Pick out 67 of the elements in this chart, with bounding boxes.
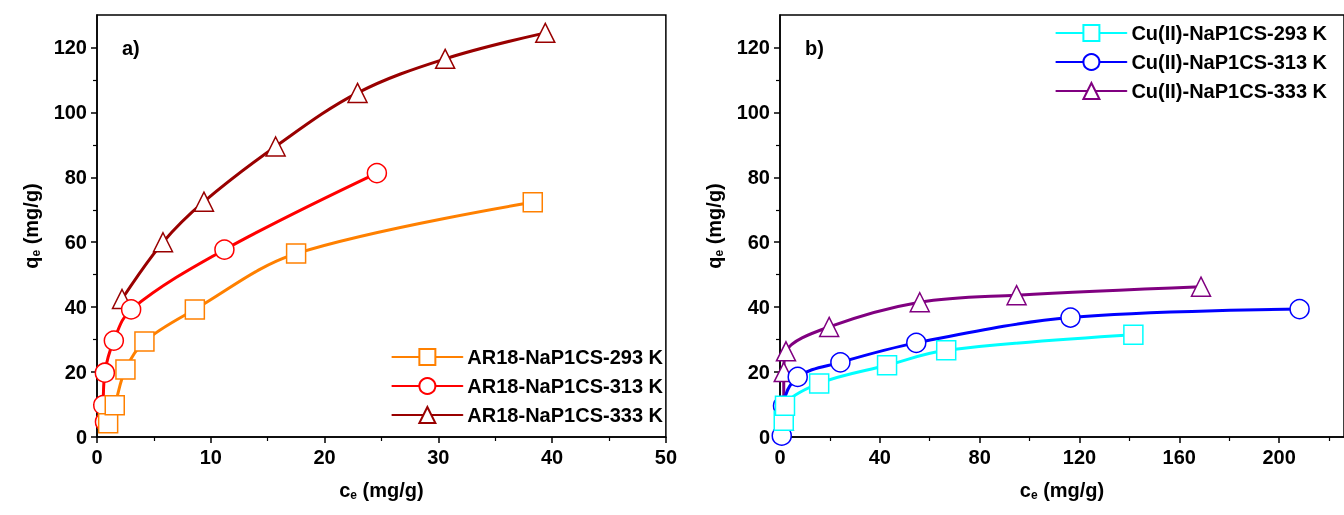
y-tick-label: 60 [64, 231, 87, 254]
point [366, 162, 388, 184]
x-tick-label: 30 [427, 446, 450, 468]
y-tick-label: 0 [75, 426, 87, 448]
text: a) [122, 37, 140, 59]
point [909, 292, 930, 313]
point [184, 299, 206, 320]
point [115, 359, 136, 380]
y-tick-label: 20 [747, 361, 770, 384]
point [906, 332, 927, 354]
y-tick-label: 40 [64, 296, 87, 319]
point [104, 394, 125, 416]
point [808, 373, 830, 394]
legend-label: Cu(II)-NaP1CS-333 K [1131, 80, 1328, 102]
y-axis-title: qe (mg/g) [20, 183, 43, 269]
point [787, 366, 808, 388]
point [522, 192, 544, 213]
x-tick-label: 40 [540, 446, 564, 468]
point [876, 355, 898, 376]
legend-label: Cu(II)-NaP1CS-293 K [1131, 22, 1328, 44]
x-tick-label: 20 [313, 446, 336, 468]
point [1289, 298, 1310, 320]
point [434, 48, 456, 70]
point [265, 136, 286, 157]
point [214, 239, 235, 260]
point [935, 340, 957, 361]
y-tick-label: 0 [758, 426, 770, 448]
point [134, 331, 155, 352]
point [285, 243, 307, 264]
point [152, 231, 174, 253]
point [120, 299, 142, 320]
y-tick-label: 100 [736, 101, 770, 124]
x-tick-label: 50 [654, 446, 677, 468]
text: b) [805, 37, 824, 59]
point [1006, 284, 1027, 306]
x-tick-label: 10 [199, 446, 222, 468]
y-tick-label: 20 [64, 361, 87, 384]
legend-label: AR18-NaP1CS-293 K [467, 346, 664, 368]
point [193, 191, 215, 212]
y-tick-label: 80 [747, 166, 770, 189]
point [1123, 324, 1144, 345]
y-tick-label: 80 [64, 166, 87, 189]
x-tick-label: 120 [1062, 446, 1097, 468]
point [775, 341, 797, 362]
point [830, 352, 851, 373]
legend-label: AR18-NaP1CS-333 K [467, 404, 664, 426]
point [1190, 276, 1212, 297]
y-tick-label: 40 [747, 296, 770, 319]
legend-label: AR18-NaP1CS-313 K [467, 375, 664, 397]
point [94, 362, 116, 383]
point [103, 330, 125, 351]
y-tick-label: 120 [53, 36, 87, 59]
x-tick-label: 80 [968, 446, 991, 468]
legend-label: Cu(II)-NaP1CS-313 K [1131, 51, 1328, 73]
point [1060, 307, 1081, 328]
x-tick-label: 40 [868, 446, 891, 468]
point [347, 82, 368, 104]
y-tick-label: 100 [53, 101, 87, 124]
point [818, 316, 840, 338]
y-tick-label: 60 [747, 231, 770, 254]
y-axis-title: qe (mg/g) [703, 183, 726, 269]
x-tick-label: 0 [91, 446, 103, 468]
point [535, 22, 556, 44]
x-tick-label: 200 [1262, 446, 1296, 468]
x-tick-label: 160 [1162, 446, 1196, 468]
x-tick-label: 0 [774, 446, 786, 468]
y-tick-label: 120 [736, 36, 770, 59]
